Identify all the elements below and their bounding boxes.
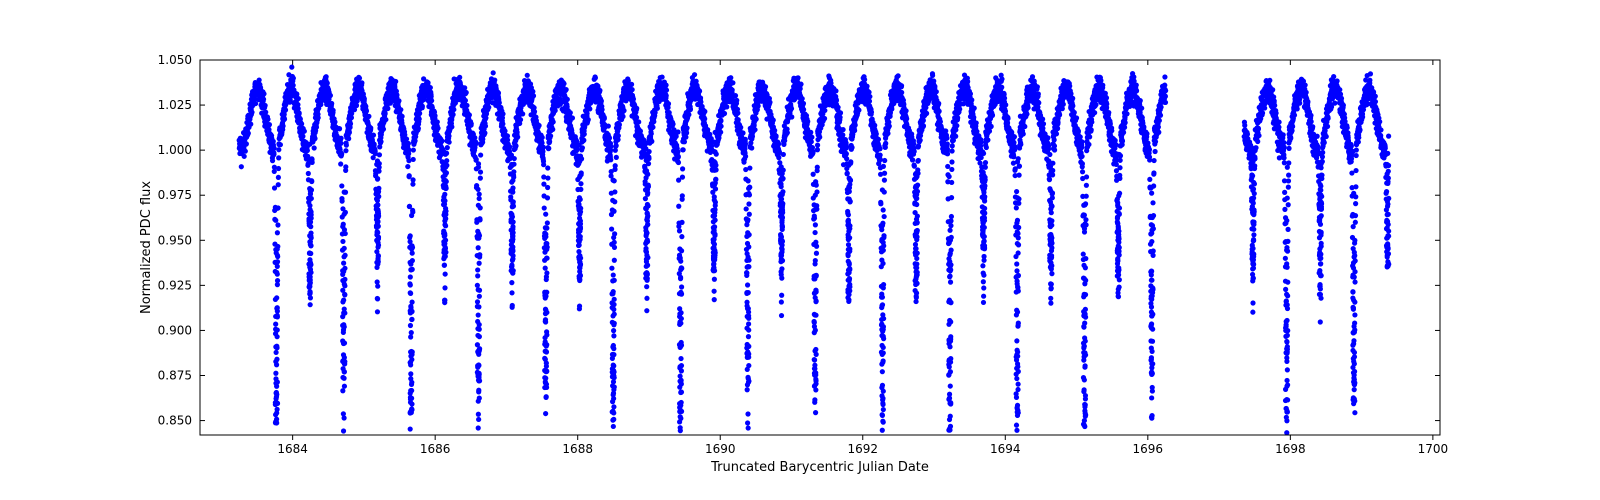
ytick-label: 0.975: [158, 188, 192, 202]
ytick-label: 0.850: [158, 414, 192, 428]
ytick-label: 0.950: [158, 233, 192, 247]
y-axis-label: Normalized PDC flux: [139, 181, 154, 314]
chart-container: 1684 1686 1688 1690 1692 1694 1696 1698 1700 0.85…: [0, 0, 1600, 500]
light-curve-scatter-chart: 1684 1686 1688 1690 1692 1694 1696 1698 1700 0.85…: [0, 0, 1600, 500]
xtick-label: 1698: [1275, 442, 1306, 456]
xtick-label: 1690: [705, 442, 736, 456]
xtick-label: 1688: [562, 442, 593, 456]
xtick-label: 1694: [990, 442, 1021, 456]
xtick-label: 1686: [420, 442, 451, 456]
ytick-label: 0.925: [158, 278, 192, 292]
scatter-points: [237, 65, 1392, 436]
ytick-label: 1.025: [158, 98, 192, 112]
xtick-label: 1692: [847, 442, 878, 456]
x-axis-label: Truncated Barycentric Julian Date: [710, 460, 929, 475]
xtick-label: 1700: [1418, 442, 1449, 456]
ytick-label: 1.050: [158, 53, 192, 67]
xtick-label: 1696: [1133, 442, 1164, 456]
xtick-label: 1684: [277, 442, 308, 456]
ytick-label: 0.900: [158, 323, 192, 337]
ytick-label: 1.000: [158, 143, 192, 157]
ytick-label: 0.875: [158, 369, 192, 383]
